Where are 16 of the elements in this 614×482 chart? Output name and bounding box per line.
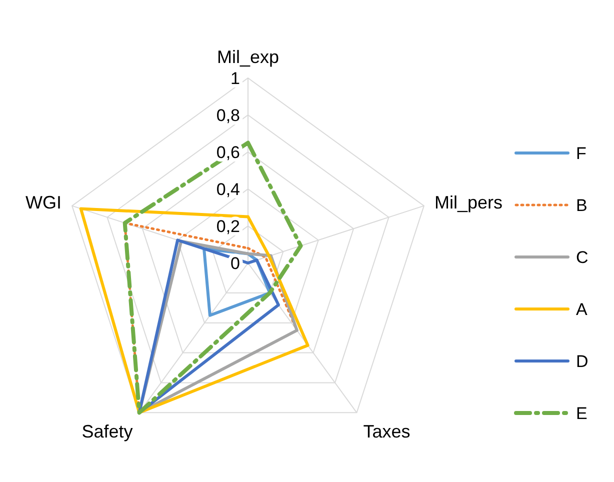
spoke-label: WGI xyxy=(26,192,62,212)
spoke-label: Mil_exp xyxy=(216,46,280,67)
spoke-label: Taxes xyxy=(363,422,410,442)
y-tick-label: 0,8 xyxy=(216,106,240,125)
y-tick-label: 0,2 xyxy=(216,217,240,236)
y-tick-label: 1 xyxy=(230,69,240,88)
legend-label: B xyxy=(576,196,588,215)
legend-label: E xyxy=(576,404,588,423)
legend-label: D xyxy=(576,352,588,371)
legend-label: C xyxy=(576,248,588,267)
spoke-label: Safety xyxy=(82,422,133,442)
legend-label: A xyxy=(576,300,588,319)
legend-label: F xyxy=(576,144,586,163)
y-tick-label: 0 xyxy=(230,254,240,273)
y-tick-label: 0,4 xyxy=(216,180,240,199)
spoke-label: Mil_pers xyxy=(434,192,503,212)
